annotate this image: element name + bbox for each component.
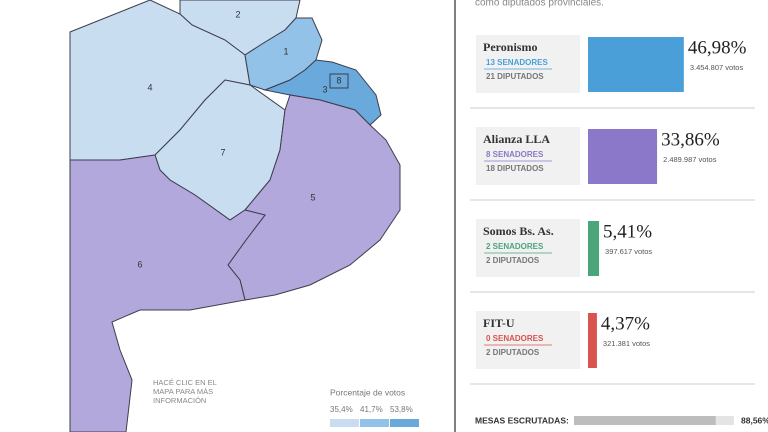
map-note: HACÉ CLIC EN EL	[153, 378, 217, 387]
vote-percent: 33,86%	[661, 129, 720, 150]
vote-percent: 46,98%	[688, 37, 747, 58]
vote-count: 321.381 votos	[603, 339, 650, 348]
legend-tick: 41,7%	[360, 405, 383, 414]
party-card[interactable]	[476, 127, 580, 185]
party-card[interactable]	[476, 219, 580, 277]
party-card[interactable]	[476, 35, 580, 93]
party-name: Peronismo	[483, 40, 537, 54]
section-label: 4	[147, 82, 152, 92]
deputies: 2 DIPUTADOS	[486, 348, 540, 357]
map-section[interactable]	[244, 17, 323, 91]
map-section[interactable]	[69, 154, 266, 432]
party-card[interactable]	[476, 311, 580, 369]
party-name: Alianza LLA	[483, 132, 550, 146]
section-label: 7	[220, 147, 225, 157]
vote-bar	[588, 313, 597, 368]
legend-tick: 53,8%	[390, 405, 413, 414]
section-label: 5	[310, 192, 315, 202]
vote-bar	[588, 129, 658, 184]
section-label: 6	[137, 259, 142, 269]
deputies: 21 DIPUTADOS	[486, 72, 544, 81]
progress-bar	[574, 416, 716, 425]
vote-count: 397.617 votos	[605, 247, 652, 256]
party-name: FIT-U	[483, 316, 515, 330]
legend-swatch	[390, 419, 419, 427]
map-section[interactable]	[329, 73, 349, 89]
senators: 2 SENADORES	[486, 242, 544, 251]
senators: 13 SENADORES	[486, 58, 548, 67]
map-note: MAPA PARA MÁS	[153, 387, 213, 396]
vote-percent: 5,41%	[603, 221, 652, 242]
vote-percent: 4,37%	[601, 313, 650, 334]
senators: 8 SENADORES	[486, 150, 544, 159]
deputies: 2 DIPUTADOS	[486, 256, 540, 265]
legend-swatch	[360, 419, 389, 427]
vote-count: 3.454.807 votos	[690, 63, 744, 72]
section-label: 8	[336, 75, 341, 85]
senators: 0 SENADORES	[486, 334, 544, 343]
map-note: INFORMACIÓN	[153, 396, 206, 405]
legend-title: Porcentaje de votos	[330, 387, 405, 397]
section-label: 2	[235, 9, 240, 19]
section-label: 1	[283, 46, 288, 56]
section-label: 3	[322, 84, 327, 94]
vote-bar	[588, 221, 600, 276]
footer-label: MESAS ESCRUTADAS:	[475, 415, 569, 425]
header-text: como diputados provinciales.	[475, 0, 604, 9]
vote-bar	[588, 37, 684, 92]
legend-tick: 35,4%	[330, 405, 353, 414]
deputies: 18 DIPUTADOS	[486, 164, 544, 173]
legend-swatch	[330, 419, 359, 427]
footer-value: 88,56%	[741, 415, 768, 425]
vote-count: 2.489.987 votos	[663, 155, 717, 164]
party-name: Somos Bs. As.	[483, 224, 554, 238]
